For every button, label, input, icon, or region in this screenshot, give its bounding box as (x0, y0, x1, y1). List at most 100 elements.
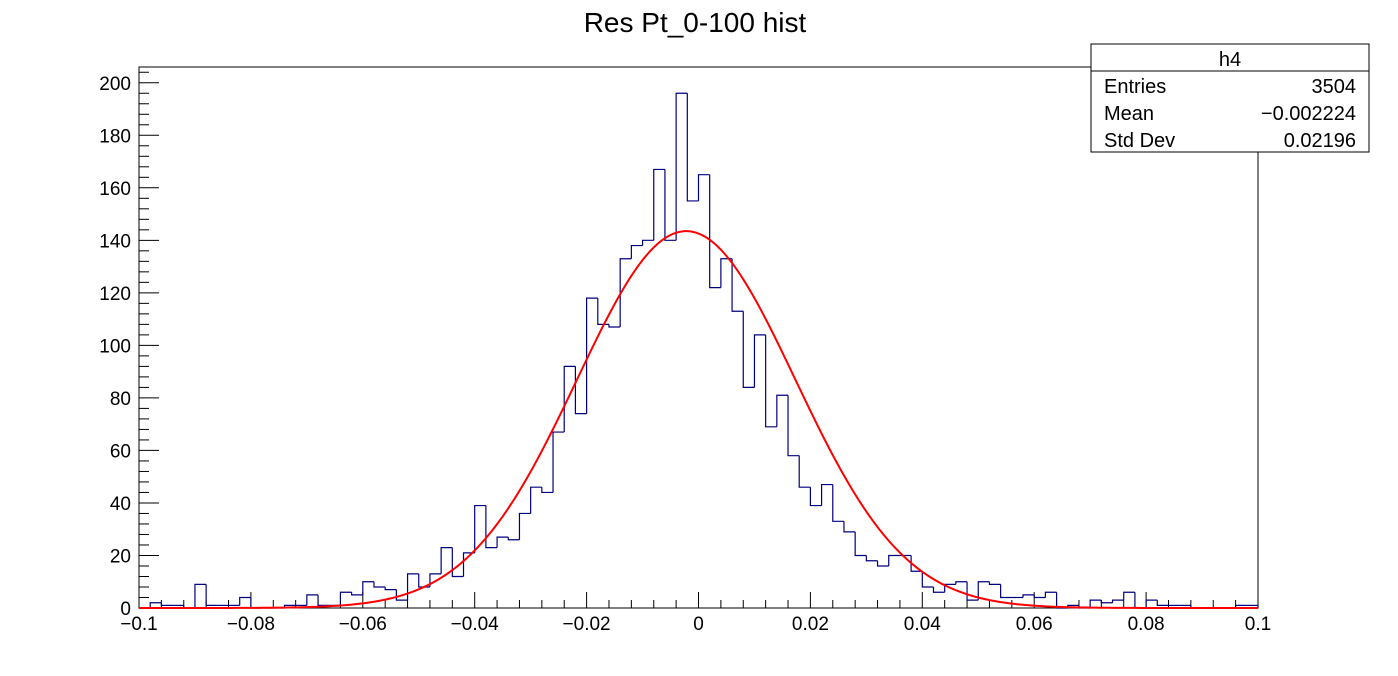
y-tick-label: 100 (99, 336, 131, 357)
histogram-bin (1111, 599, 1124, 603)
histogram-bin (440, 546, 453, 574)
histogram-bin (1145, 599, 1158, 608)
histogram-bin (1100, 600, 1113, 604)
histogram-bin (653, 168, 665, 241)
histogram-bin (597, 298, 609, 325)
histogram-bin (664, 169, 677, 241)
histogram-bin (1000, 584, 1012, 599)
histogram-bin (474, 504, 486, 553)
histogram-bin (977, 581, 990, 601)
histogram-bin (1156, 600, 1169, 606)
histogram-bin (988, 581, 1001, 585)
x-tick-label: −0.1 (120, 614, 158, 635)
stats-stddev-label: Std Dev (1104, 130, 1175, 152)
stats-mean-value: −0.002224 (1261, 103, 1356, 125)
x-tick-label: 0 (693, 614, 704, 635)
histogram-bin (619, 258, 632, 327)
histogram-bin (686, 93, 699, 202)
histogram-bin (798, 455, 811, 488)
histogram-bin (485, 505, 498, 549)
stats-box-title: h4 (1219, 49, 1241, 71)
histogram-bin (753, 334, 766, 388)
histogram-bin (530, 486, 542, 514)
y-tick-label: 180 (99, 126, 131, 147)
y-tick-label: 140 (99, 231, 131, 252)
histogram-bin (1044, 591, 1057, 598)
histogram-bin (429, 573, 442, 587)
histogram-bin (720, 258, 733, 288)
histogram-bin (1134, 592, 1147, 609)
fit-curve (139, 230, 1258, 609)
histogram-bin (339, 591, 352, 606)
histogram-bin (317, 594, 330, 606)
y-tick-label: 40 (110, 494, 131, 515)
histogram-bin (910, 555, 923, 572)
histogram-bin (832, 484, 844, 522)
histogram-bin (160, 602, 173, 606)
histogram-bin (496, 536, 509, 548)
stats-entries-value: 3504 (1312, 76, 1357, 98)
histogram-bin (876, 560, 889, 567)
histogram-bin (395, 589, 408, 601)
histogram-bin (563, 365, 576, 433)
x-tick-label: −0.06 (339, 614, 387, 635)
x-tick-label: −0.04 (451, 614, 500, 635)
histogram-bin (518, 512, 531, 540)
histogram-bin (1055, 592, 1068, 609)
gaussian-fit (139, 230, 1258, 609)
histogram-bin (888, 554, 900, 566)
histogram-bin (1123, 591, 1135, 601)
histogram-bin (362, 581, 374, 595)
y-tick-label: 120 (99, 284, 131, 305)
x-tick-label: 0.1 (1245, 614, 1271, 635)
histogram-bin (541, 487, 554, 494)
histogram-bin (1033, 594, 1046, 599)
histogram-bin (1089, 599, 1102, 608)
histogram-bin (697, 174, 710, 201)
histogram-bin (742, 311, 755, 388)
histogram-bin (955, 581, 968, 585)
x-tick-label: −0.02 (563, 614, 611, 635)
histogram-bin (608, 324, 621, 328)
y-tick-label: 20 (110, 546, 131, 567)
histogram-bin (787, 395, 800, 457)
histogram-bin (709, 174, 721, 289)
histogram-bin (932, 586, 945, 593)
histogram-bin (205, 584, 218, 606)
histogram-bin (776, 394, 789, 427)
y-tick-label: 60 (110, 441, 131, 462)
histogram-bin (865, 555, 878, 562)
histogram-bin (373, 581, 386, 588)
histogram-bin (507, 537, 520, 541)
histogram-bin (1022, 594, 1035, 598)
y-tick-label: 160 (99, 179, 131, 200)
histogram-bin (809, 487, 822, 507)
histogram-bin (765, 334, 777, 428)
axes: −0.1 −0.08 −0.06 −0.04 −0.02 0 0.02 0.04 0.06 0.0… (99, 66, 1271, 635)
x-tick-label: 0.08 (1128, 614, 1165, 635)
x-tick-label: 0.02 (792, 614, 829, 635)
histogram-bin (586, 297, 598, 414)
histogram-bin (675, 92, 688, 241)
histogram-bin (250, 597, 263, 609)
histogram-bin (451, 547, 464, 578)
y-tick-label: 80 (110, 389, 131, 410)
stats-box: h4 Entries 3504 Mean −0.002224 Std Dev 0… (1090, 43, 1370, 153)
histogram-bin (641, 239, 654, 246)
y-tick-label: 0 (120, 599, 131, 620)
histogram-bin (384, 586, 397, 591)
y-tick-label: 200 (99, 74, 131, 95)
plot-frame (138, 66, 1259, 609)
histogram-bin (406, 573, 419, 601)
chart-title: Res Pt_0-100 hist (584, 7, 807, 38)
histogram-bin (854, 531, 867, 557)
stats-entries-label: Entries (1104, 76, 1166, 98)
histogram-bin (552, 431, 565, 493)
histogram-bin (306, 594, 319, 606)
histogram-bin (149, 602, 162, 608)
histogram-bin (239, 596, 251, 606)
histogram-bin (194, 583, 207, 608)
x-tick-label: 0.06 (1016, 614, 1053, 635)
stats-mean-label: Mean (1104, 103, 1154, 125)
